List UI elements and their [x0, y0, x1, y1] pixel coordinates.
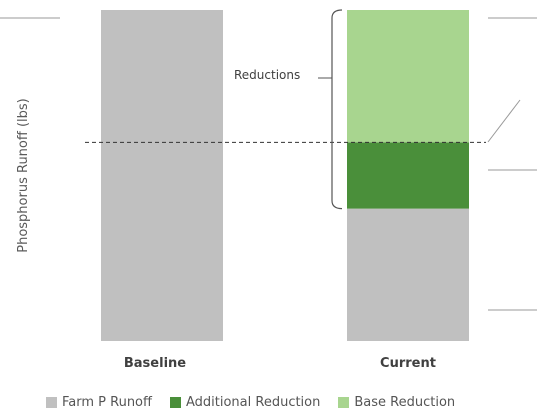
y-axis-label: Phosphorus Runoff (lbs) [8, 50, 38, 300]
bar-current-farm-p-runoff [347, 208, 469, 341]
bar-baseline-farm-p-runoff [101, 10, 223, 341]
legend: Farm P Runoff Additional Reduction Base … [46, 395, 455, 410]
category-label-baseline: Baseline [123, 356, 187, 371]
reductions-bracket [331, 9, 343, 210]
bar-current-base-reduction [347, 10, 469, 143]
y-axis-label-text: Phosphorus Runoff (lbs) [15, 97, 31, 253]
legend-item-farm-p-runoff: Farm P Runoff [46, 395, 152, 410]
reductions-annotation: Reductions [234, 68, 301, 82]
legend-swatch-farm-p-runoff [46, 397, 57, 408]
legend-item-additional-reduction: Additional Reduction [169, 395, 321, 410]
legend-label-additional-reduction: Additional Reduction [185, 395, 321, 410]
legend-label-farm-p-runoff: Farm P Runoff [62, 395, 152, 410]
legend-item-base-reduction: Base Reduction [338, 395, 455, 410]
legend-swatch-additional-reduction [169, 397, 181, 408]
legend-swatch-base-reduction [338, 397, 350, 408]
legend-label-base-reduction: Base Reduction [354, 395, 456, 410]
bar-current-additional-reduction [347, 142, 469, 209]
decorative-line-diagonal-right [487, 99, 521, 143]
category-label-current: Current [380, 356, 436, 371]
